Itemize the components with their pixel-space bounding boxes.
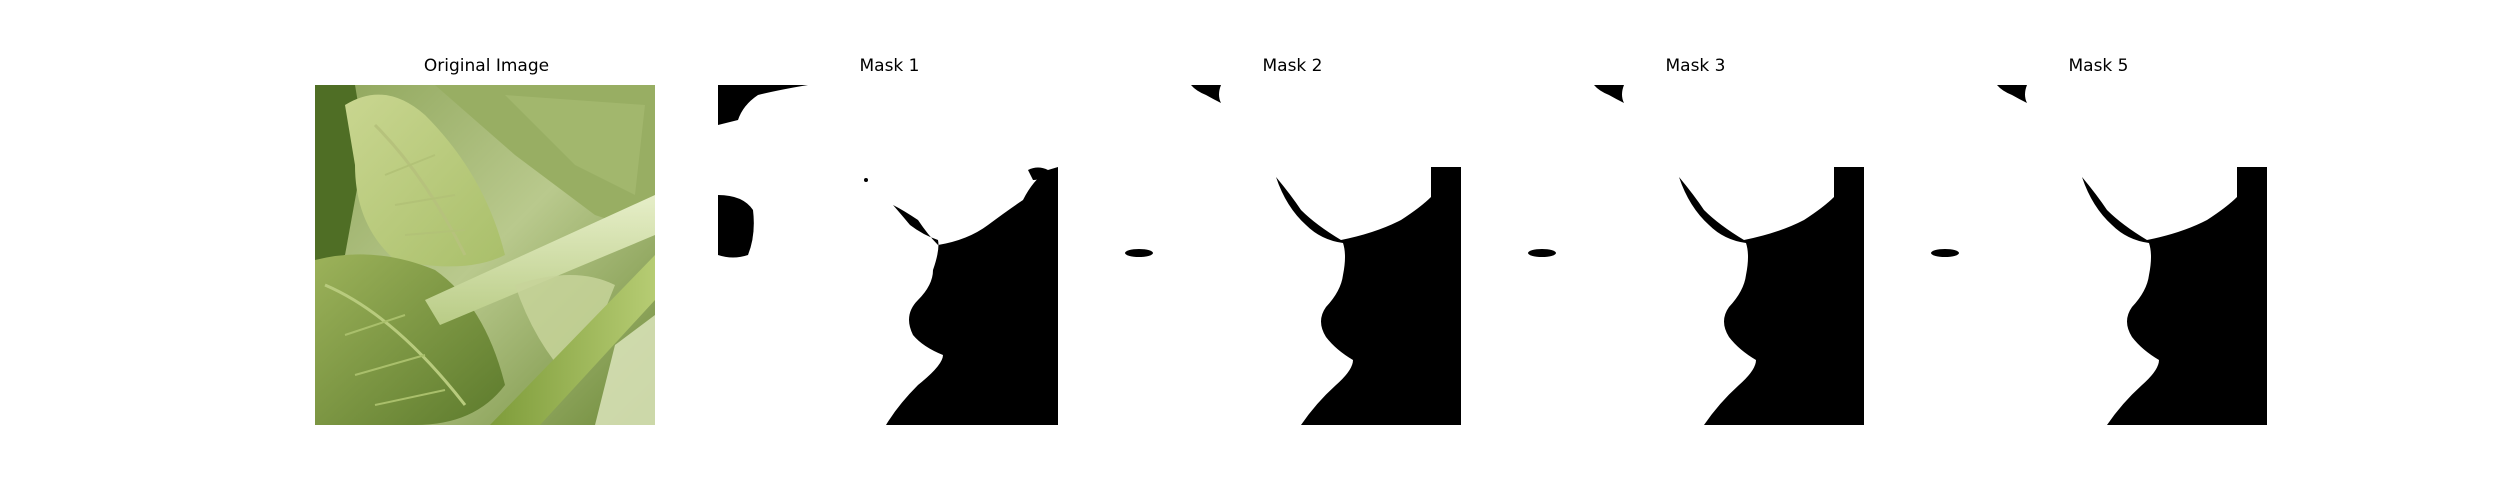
mask-1-panel: Mask 1 <box>717 54 1062 444</box>
mask-3-panel: Mask 3 <box>1523 54 1868 444</box>
mask-5-image <box>1927 85 2267 425</box>
mask-3-title: Mask 3 <box>1665 56 1726 76</box>
mask-3-image <box>1524 85 1864 425</box>
mask-2-title: Mask 2 <box>1262 56 1323 76</box>
original-image-panel: Original Image <box>314 54 659 444</box>
mask-1-image <box>718 85 1058 425</box>
mask-1-title: Mask 1 <box>859 56 920 76</box>
original-image <box>315 85 655 425</box>
mask-5-panel: Mask 5 <box>1926 54 2271 444</box>
mask-2-image <box>1121 85 1461 425</box>
original-image-title: Original Image <box>423 56 550 76</box>
mask-2-panel: Mask 2 <box>1120 54 1465 444</box>
mask-5-title: Mask 5 <box>2068 56 2129 76</box>
